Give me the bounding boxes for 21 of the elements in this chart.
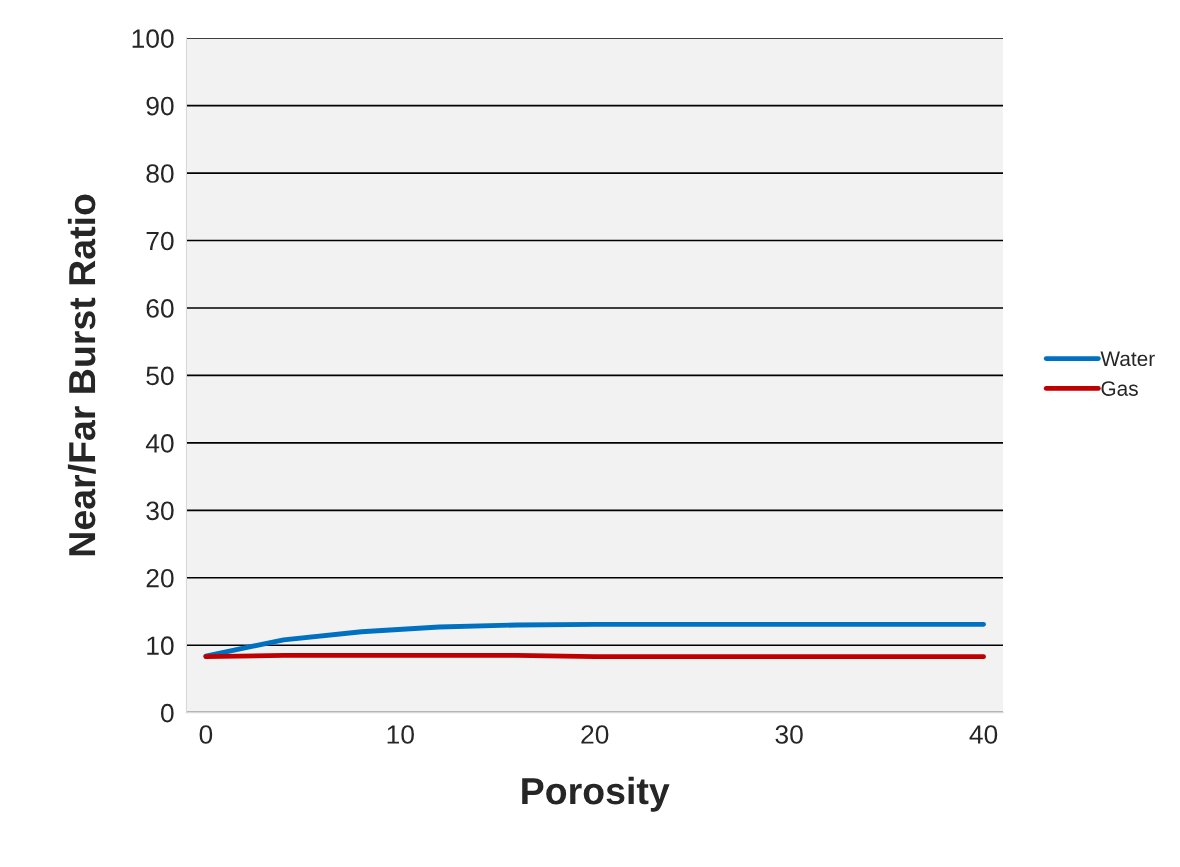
y-tick-label: 80 [146,164,174,183]
y-tick-label: 10 [147,636,174,656]
x-tick-label: 30 [775,725,803,744]
legend-label: Gas [1101,381,1138,396]
y-tick-label: 100 [132,29,174,48]
x-tick-label: 20 [581,725,609,744]
y-tick-label: 90 [146,96,174,116]
y-tick-label: 0 [160,703,174,723]
y-tick-label: 40 [145,434,174,453]
legend-label: Water [1100,351,1155,367]
y-axis-title: Near/Far Burst Ratio [67,194,96,556]
x-axis-title: Porosity [522,776,670,812]
y-tick-label: 20 [146,568,174,588]
x-tick-label: 40 [969,725,998,744]
x-tick-label: 0 [199,725,213,744]
y-tick-label: 30 [146,501,174,521]
line-series [203,621,986,659]
y-tick-label: 50 [146,366,174,386]
x-tick-label: 10 [387,725,414,744]
y-tick-label: 70 [146,231,174,251]
y-tick-label: 60 [146,299,174,318]
